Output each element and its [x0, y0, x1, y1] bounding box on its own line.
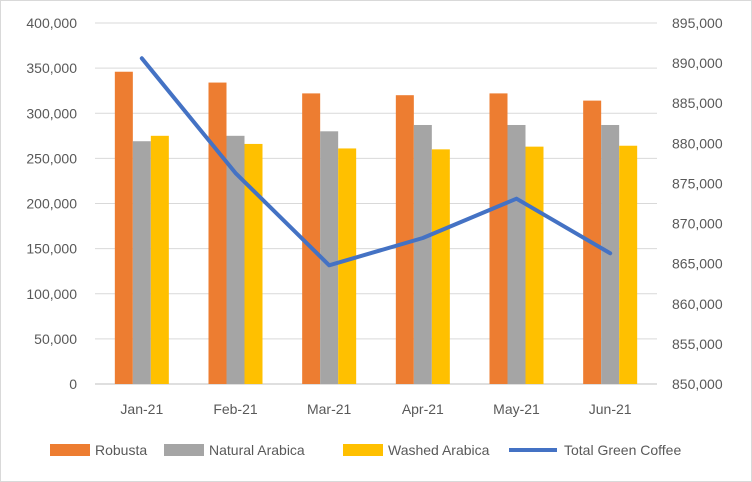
right-axis-tick-label: 860,000 [672, 296, 723, 312]
x-axis-ticks: Jan-21 Feb-21 Mar-21 Apr-21 May-21 Jun-21 [120, 401, 631, 417]
line-series [139, 56, 613, 268]
legend-label: Washed Arabica [388, 442, 490, 458]
bar-natural-arabica [132, 141, 151, 384]
x-axis-tick-label: Jun-21 [589, 401, 632, 417]
legend: Robusta Natural Arabica Washed Arabica Tota… [50, 442, 681, 458]
right-axis-tick-label: 855,000 [672, 336, 723, 352]
left-axis-tick-label: 0 [69, 376, 77, 392]
left-axis-tick-label: 100,000 [26, 286, 77, 302]
bar-robusta [114, 71, 133, 385]
bar-robusta [489, 93, 508, 385]
legend-swatch [343, 444, 383, 456]
left-axis-tick-label: 300,000 [26, 105, 77, 121]
right-axis-tick-label: 875,000 [672, 175, 723, 191]
bar-natural-arabica [320, 131, 339, 384]
right-axis-tick-label: 865,000 [672, 256, 723, 272]
x-axis-tick-label: Feb-21 [213, 401, 258, 417]
bar-washed-arabica [244, 143, 263, 384]
right-axis-tick-label: 850,000 [672, 376, 723, 392]
bar-robusta [395, 95, 414, 384]
right-axis-tick-label: 870,000 [672, 216, 723, 232]
left-axis-tick-label: 250,000 [26, 150, 77, 166]
bar-natural-arabica [413, 124, 432, 385]
bar-series [114, 71, 638, 385]
left-axis-tick-label: 50,000 [34, 331, 77, 347]
right-axis-tick-label: 885,000 [672, 95, 723, 111]
gridlines [95, 22, 657, 385]
left-axis-tick-label: 150,000 [26, 241, 77, 257]
x-axis-tick-label: Jan-21 [120, 401, 163, 417]
right-axis-tick-label: 880,000 [672, 135, 723, 151]
left-axis-tick-label: 400,000 [26, 15, 77, 31]
right-axis-tick-label: 895,000 [672, 15, 723, 31]
bar-natural-arabica [226, 135, 245, 384]
legend-label: Total Green Coffee [564, 442, 681, 458]
legend-swatch [50, 444, 90, 456]
bar-robusta [302, 93, 321, 385]
bar-washed-arabica [431, 149, 450, 384]
legend-swatch [164, 444, 204, 456]
bar-natural-arabica [507, 124, 526, 385]
x-axis-tick-label: Apr-21 [402, 401, 444, 417]
left-axis-ticks: 0 50,000 100,000 150,000 200,000 250,000 300,0… [26, 15, 77, 392]
line-total-green-coffee [139, 56, 613, 268]
bar-washed-arabica [150, 135, 169, 384]
bar-washed-arabica [338, 148, 357, 384]
bar-robusta [208, 82, 227, 384]
bar-washed-arabica [525, 146, 544, 384]
legend-label: Robusta [95, 442, 147, 458]
left-axis-tick-label: 200,000 [26, 196, 77, 212]
right-axis-ticks: 850,000 855,000 860,000 865,000 870,000 875,0… [672, 15, 723, 392]
bar-washed-arabica [619, 145, 638, 384]
legend-label: Natural Arabica [209, 442, 305, 458]
x-axis-tick-label: Mar-21 [307, 401, 352, 417]
right-axis-tick-label: 890,000 [672, 55, 723, 71]
x-axis-tick-label: May-21 [493, 401, 540, 417]
left-axis-tick-label: 350,000 [26, 60, 77, 76]
